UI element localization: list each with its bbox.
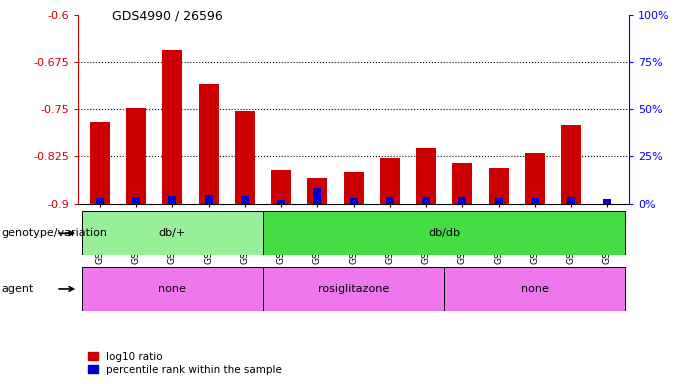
Bar: [494, 198, 503, 204]
Bar: [263, 267, 444, 311]
Bar: [380, 158, 400, 204]
Legend: log10 ratio, percentile rank within the sample: log10 ratio, percentile rank within the …: [84, 348, 286, 379]
Bar: [199, 84, 218, 204]
Bar: [525, 153, 545, 204]
Bar: [561, 125, 581, 204]
Bar: [205, 195, 213, 204]
Bar: [82, 211, 263, 255]
Bar: [163, 50, 182, 204]
Bar: [271, 170, 291, 204]
Bar: [531, 198, 539, 204]
Bar: [452, 163, 473, 204]
Text: GDS4990 / 26596: GDS4990 / 26596: [112, 10, 223, 23]
Bar: [489, 168, 509, 204]
Bar: [263, 211, 626, 255]
Text: none: none: [521, 284, 549, 294]
Bar: [343, 172, 364, 204]
Bar: [567, 197, 575, 204]
Text: db/+: db/+: [159, 228, 186, 238]
Bar: [307, 179, 327, 204]
Bar: [82, 267, 263, 311]
Bar: [90, 122, 110, 204]
Text: db/db: db/db: [428, 228, 460, 238]
Bar: [96, 198, 104, 204]
Text: rosiglitazone: rosiglitazone: [318, 284, 389, 294]
Text: genotype/variation: genotype/variation: [1, 228, 107, 238]
Bar: [126, 108, 146, 204]
Text: agent: agent: [1, 284, 34, 294]
Text: none: none: [158, 284, 186, 294]
Bar: [313, 189, 322, 204]
Bar: [350, 198, 358, 204]
Bar: [422, 197, 430, 204]
Bar: [235, 111, 255, 204]
Bar: [458, 197, 466, 204]
Bar: [416, 148, 436, 204]
Bar: [277, 200, 285, 204]
Bar: [386, 197, 394, 204]
Bar: [169, 196, 176, 204]
Bar: [444, 267, 626, 311]
Bar: [241, 196, 249, 204]
Bar: [603, 199, 611, 204]
Bar: [132, 197, 140, 204]
